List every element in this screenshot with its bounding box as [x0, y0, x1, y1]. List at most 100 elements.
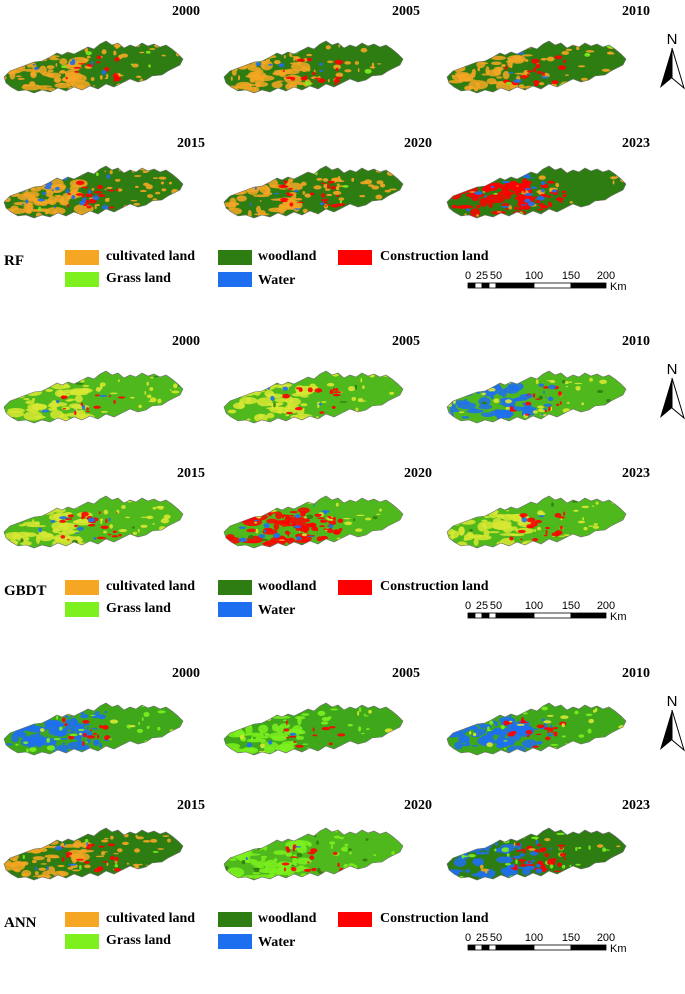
map-year-label: 2010 — [622, 666, 650, 681]
legend-label: Construction land — [380, 911, 489, 926]
land-use-map — [3, 827, 184, 881]
scale-tick-label: 25 — [476, 932, 488, 944]
scale-tick-label: 200 — [597, 932, 615, 944]
model-label: GBDT — [4, 583, 47, 599]
legend-label: Water — [258, 273, 296, 288]
scale-unit: Km — [610, 611, 627, 623]
legend-swatch — [65, 272, 99, 287]
scale-tick-label: 0 — [465, 270, 471, 282]
land-use-map — [446, 370, 627, 424]
scale-tick-label: 0 — [465, 932, 471, 944]
map-year-label: 2023 — [622, 798, 650, 813]
legend-swatch — [218, 250, 252, 265]
legend-swatch — [218, 934, 252, 949]
map-year-label: 2015 — [177, 136, 205, 151]
land-use-map — [3, 40, 184, 94]
legend-label: Water — [258, 603, 296, 618]
legend-swatch — [65, 250, 99, 265]
scale-tick-label: 200 — [597, 270, 615, 282]
scale-unit: Km — [610, 281, 627, 293]
scale-tick-label: 100 — [525, 600, 543, 612]
scale-tick-label: 100 — [525, 932, 543, 944]
legend-swatch — [338, 580, 372, 595]
land-use-map — [3, 495, 184, 549]
map-year-label: 2005 — [392, 4, 420, 19]
map-year-label: 2005 — [392, 334, 420, 349]
legend-swatch — [218, 602, 252, 617]
north-arrow-icon: N — [660, 31, 685, 90]
map-year-label: 2000 — [172, 4, 200, 19]
north-label: N — [667, 361, 678, 378]
legend-swatch — [218, 912, 252, 927]
scale-tick-label: 100 — [525, 270, 543, 282]
land-use-map — [446, 40, 627, 94]
land-use-map — [446, 702, 627, 756]
map-year-label: 2020 — [404, 466, 432, 481]
map-year-label: 2020 — [404, 798, 432, 813]
legend-swatch — [338, 250, 372, 265]
north-arrow-icon: N — [660, 693, 685, 752]
land-use-map — [3, 370, 184, 424]
legend-swatch — [65, 580, 99, 595]
legend-label: Grass land — [106, 933, 171, 948]
land-use-map — [223, 40, 404, 94]
scale-tick-label: 150 — [562, 932, 580, 944]
model-label: ANN — [4, 915, 37, 931]
scale-tick-label: 50 — [490, 932, 502, 944]
land-use-map — [446, 827, 627, 881]
model-panel-ann: 2000 2005 2010 2015 2020 2023 N ANN cultivated l… — [0, 662, 685, 992]
north-label: N — [667, 31, 678, 48]
legend-label: woodland — [258, 249, 317, 264]
land-use-map — [223, 827, 404, 881]
map-year-label: 2010 — [622, 334, 650, 349]
legend-label: Grass land — [106, 271, 171, 286]
land-use-map — [446, 165, 627, 219]
scale-unit: Km — [610, 943, 627, 955]
map-year-label: 2023 — [622, 136, 650, 151]
legend-label: Construction land — [380, 249, 489, 264]
map-year-label: 2010 — [622, 4, 650, 19]
legend-label: woodland — [258, 579, 317, 594]
model-panel-gbdt: 2000 2005 2010 2015 2020 2023 N GBDT cultivated … — [0, 330, 685, 660]
model-label: RF — [4, 253, 24, 269]
map-year-label: 2023 — [622, 466, 650, 481]
scale-tick-label: 50 — [490, 600, 502, 612]
land-use-map — [446, 495, 627, 549]
land-use-map — [223, 702, 404, 756]
legend-swatch — [218, 272, 252, 287]
scale-tick-label: 150 — [562, 600, 580, 612]
map-year-label: 2015 — [177, 466, 205, 481]
land-use-map — [223, 165, 404, 219]
scale-tick-label: 200 — [597, 600, 615, 612]
land-use-map — [3, 702, 184, 756]
legend-label: cultivated land — [106, 911, 196, 926]
map-year-label: 2000 — [172, 334, 200, 349]
legend-swatch — [65, 934, 99, 949]
model-panel-rf: 2000 2005 2010 2015 2020 2023 N RF cultivated la… — [0, 0, 685, 330]
legend-label: Grass land — [106, 601, 171, 616]
map-year-label: 2020 — [404, 136, 432, 151]
legend-label: cultivated land — [106, 579, 196, 594]
legend-label: cultivated land — [106, 249, 196, 264]
legend-swatch — [65, 602, 99, 617]
map-year-label: 2000 — [172, 666, 200, 681]
legend-swatch — [65, 912, 99, 927]
legend-swatch — [218, 580, 252, 595]
scale-tick-label: 25 — [476, 600, 488, 612]
north-arrow-icon: N — [660, 361, 685, 420]
land-use-map — [3, 165, 184, 219]
scale-tick-label: 0 — [465, 600, 471, 612]
legend-label: woodland — [258, 911, 317, 926]
map-year-label: 2005 — [392, 666, 420, 681]
map-year-label: 2015 — [177, 798, 205, 813]
north-label: N — [667, 693, 678, 710]
scale-tick-label: 50 — [490, 270, 502, 282]
scale-tick-label: 150 — [562, 270, 580, 282]
legend-swatch — [338, 912, 372, 927]
legend-label: Construction land — [380, 579, 489, 594]
legend-label: Water — [258, 935, 296, 950]
land-use-map — [223, 495, 404, 549]
